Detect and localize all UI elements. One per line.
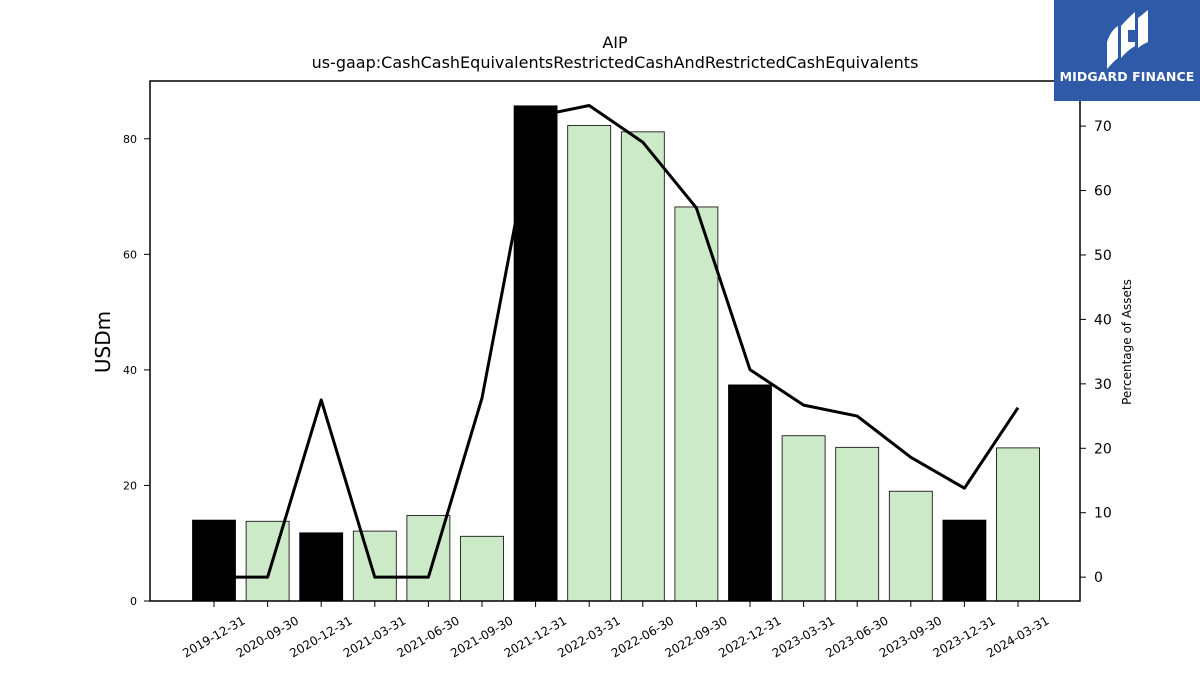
y2-axis-label: Percentage of Assets <box>1120 279 1134 405</box>
x-axis: 2019-12-312020-09-302020-12-312021-03-31… <box>180 601 1052 660</box>
y2-tick-label: 60 <box>1094 184 1112 200</box>
y2-tick-label: 40 <box>1094 312 1112 328</box>
y2-tick-label: 20 <box>1094 441 1112 457</box>
y-tick-label: 0 <box>130 595 137 608</box>
y-tick-label: 40 <box>123 364 137 377</box>
bar <box>674 206 719 602</box>
plot-frame <box>149 80 1081 602</box>
bar <box>567 125 612 602</box>
y-tick-label: 80 <box>123 133 137 146</box>
y2-tick-label: 0 <box>1094 570 1103 586</box>
bar <box>942 519 987 602</box>
bar <box>192 519 236 602</box>
bar <box>352 530 397 602</box>
y-tick-label: 60 <box>123 248 137 261</box>
brand-logo: MIDGARD FINANCE <box>1054 0 1200 101</box>
chart-subtitle: us-gaap:CashCashEquivalentsRestrictedCas… <box>312 53 919 72</box>
bar <box>835 446 880 602</box>
bar <box>513 105 558 602</box>
bar <box>245 520 290 602</box>
y2-tick-label: 30 <box>1094 377 1112 393</box>
bar <box>728 384 772 602</box>
y-axis-right: 0 10 20 30 40 50 60 70 <box>1080 119 1112 586</box>
percentage-line <box>214 103 1020 579</box>
line-series <box>214 103 1020 579</box>
bar <box>620 131 665 602</box>
logo-mark-icon <box>1107 10 1148 69</box>
y2-tick-label: 10 <box>1094 506 1112 522</box>
y2-tick-label: 50 <box>1094 248 1112 264</box>
bar-series <box>192 105 1040 602</box>
y-axis-label: USDm <box>91 311 115 373</box>
bar <box>996 447 1040 602</box>
bar <box>299 532 344 602</box>
chart-title: AIP <box>602 33 628 52</box>
bar <box>460 535 504 602</box>
bar <box>781 435 826 602</box>
bar <box>888 490 933 602</box>
y-axis-left: 0 20 40 60 80 <box>123 133 150 608</box>
y2-tick-label: 70 <box>1094 119 1112 135</box>
y-tick-label: 20 <box>123 479 137 492</box>
logo-brand-text: MIDGARD FINANCE <box>1059 69 1195 84</box>
